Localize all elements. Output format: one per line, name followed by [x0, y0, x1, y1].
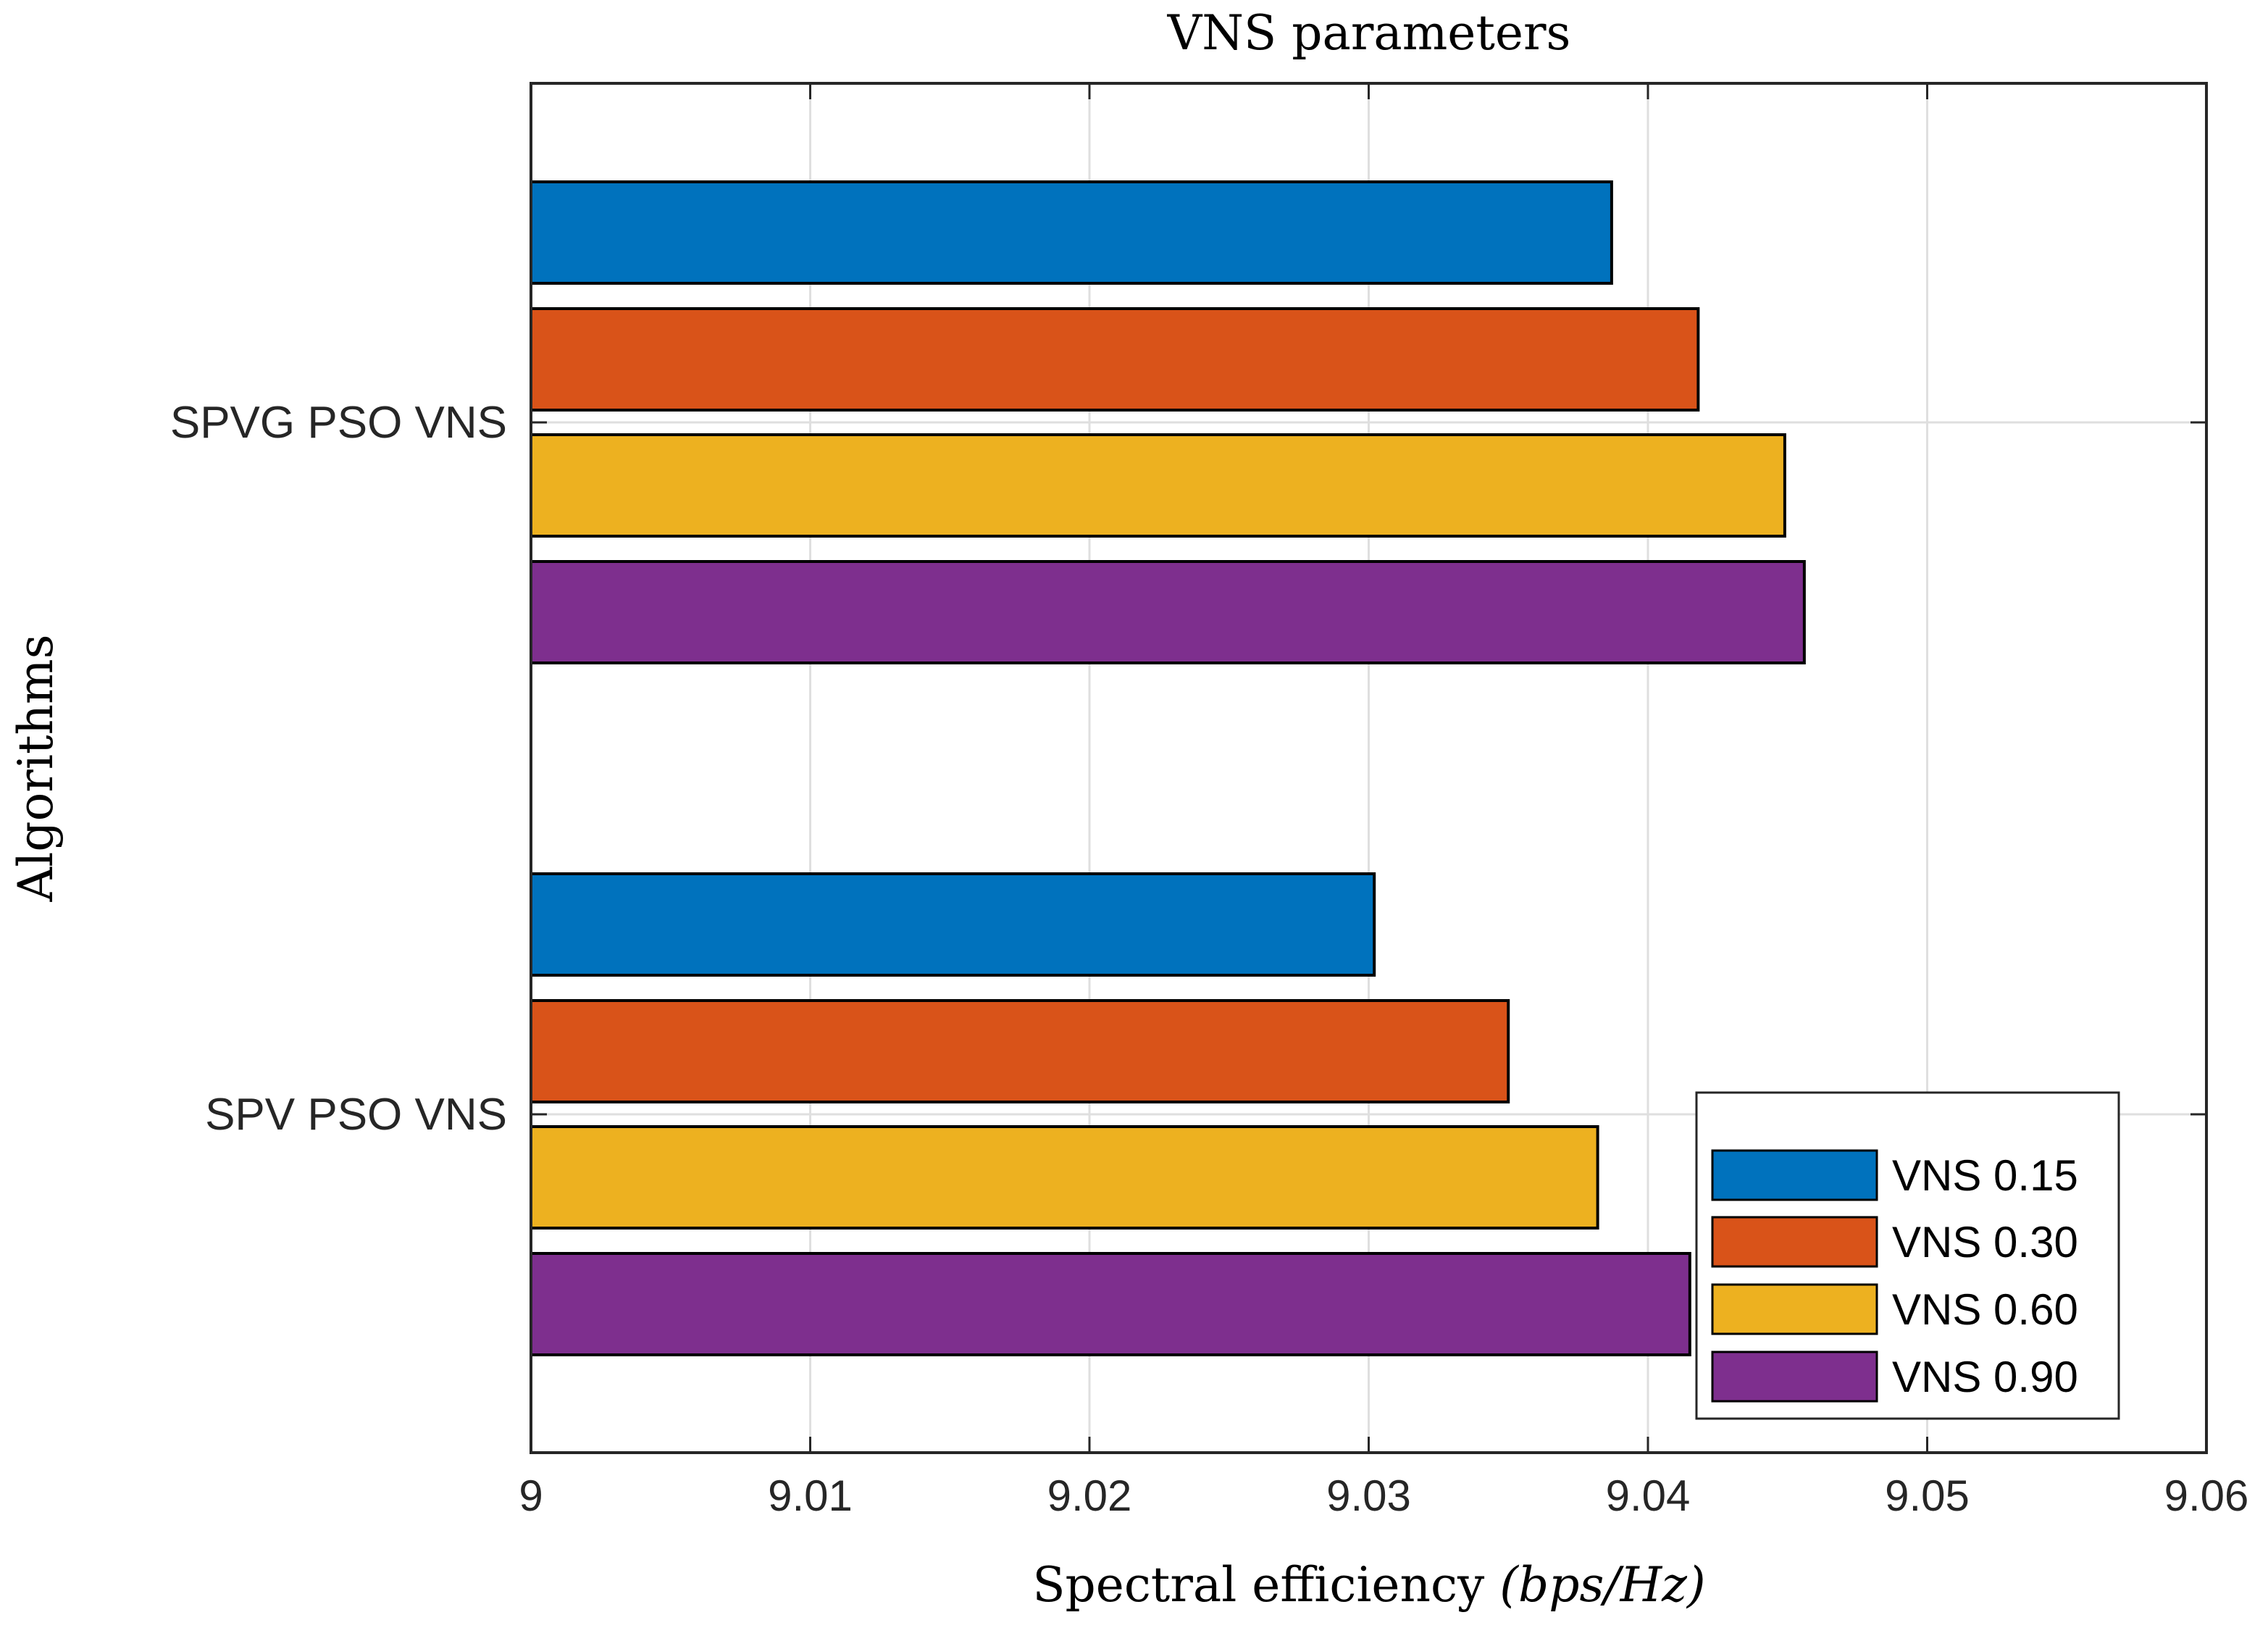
legend-label: VNS 0.15 — [1892, 1151, 2078, 1200]
legend-swatch — [1711, 1283, 1878, 1335]
bar — [530, 872, 1376, 977]
legend-label: VNS 0.30 — [1892, 1218, 2078, 1266]
x-axis-label-text: Spectral efficiency — [1032, 1557, 1499, 1613]
x-tick-label: 9.03 — [1326, 1472, 1411, 1520]
legend-label: VNS 0.90 — [1892, 1353, 2078, 1401]
x-axis-label-unit: (bps/Hz) — [1499, 1557, 1705, 1613]
axis-ticks — [530, 83, 2208, 1453]
x-tick-label: 9 — [519, 1472, 543, 1520]
bar — [530, 180, 1613, 285]
x-tick-label: 9.04 — [1606, 1472, 1691, 1520]
bar — [530, 1125, 1599, 1230]
y-axis-label: Algorithms — [8, 635, 64, 903]
legend-items: VNS 0.15 VNS 0.30 VNS 0.60 VNS 0.90 — [1711, 1149, 2078, 1403]
legend: VNS 0.15 VNS 0.30 VNS 0.60 VNS 0.90 — [1695, 1091, 2120, 1420]
x-tick-label: 9.02 — [1047, 1472, 1132, 1520]
legend-swatch — [1711, 1216, 1878, 1268]
x-axis-label: Spectral efficiency (bps/Hz) — [1032, 1557, 1705, 1613]
x-tick-label: 9.01 — [768, 1472, 853, 1520]
legend-label: VNS 0.60 — [1892, 1285, 2078, 1334]
bar — [530, 433, 1786, 538]
legend-swatch — [1711, 1351, 1878, 1403]
bars — [530, 180, 1806, 1356]
y-tick-label: SPV PSO VNS — [205, 1090, 507, 1140]
bar — [530, 560, 1806, 664]
legend-swatch — [1711, 1149, 1878, 1201]
x-tick-label: 9.05 — [1885, 1472, 1970, 1520]
y-tick-label: SPVG PSO VNS — [170, 398, 507, 448]
x-tick-labels: 9 9.01 9.02 9.03 9.04 9.05 9.06 — [519, 1472, 2248, 1520]
chart-title: VNS parameters — [1167, 5, 1571, 61]
bar — [530, 1252, 1691, 1356]
y-tick-labels: SPV PSO VNS SPVG PSO VNS — [170, 398, 507, 1140]
bar — [530, 999, 1510, 1103]
x-tick-label: 9.06 — [2164, 1472, 2249, 1520]
bar — [530, 307, 1700, 412]
